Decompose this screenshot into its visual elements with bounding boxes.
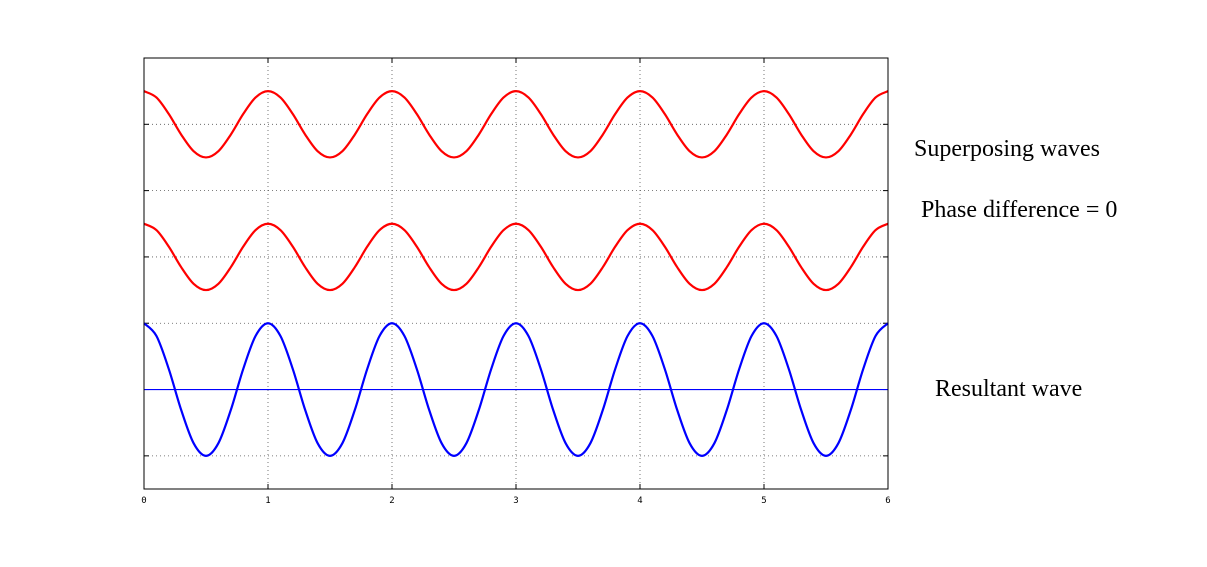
x-tick-label: 3 bbox=[513, 496, 518, 506]
x-tick-label: 2 bbox=[389, 496, 394, 506]
annotation: Superposing waves bbox=[914, 136, 1100, 162]
line-series bbox=[143, 90, 889, 159]
line-series bbox=[143, 222, 889, 292]
plot-frame bbox=[143, 57, 889, 490]
x-tick-label: 4 bbox=[637, 496, 642, 506]
annotation: Resultant wave bbox=[935, 376, 1082, 402]
x-tick-label: 0 bbox=[141, 496, 146, 506]
plot-area bbox=[144, 58, 888, 489]
line-series bbox=[143, 322, 889, 457]
annotation: Phase difference = 0 bbox=[921, 197, 1117, 223]
x-tick-label: 5 bbox=[761, 496, 766, 506]
x-tick-label: 1 bbox=[265, 496, 270, 506]
x-tick-label: 6 bbox=[885, 496, 890, 506]
